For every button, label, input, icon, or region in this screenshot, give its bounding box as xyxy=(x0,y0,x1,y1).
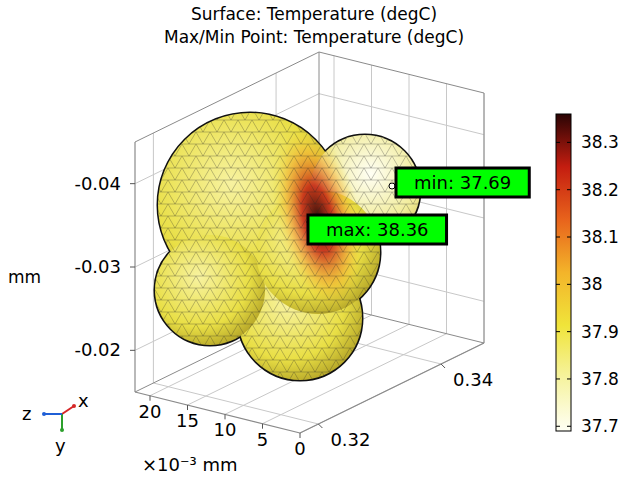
axis-title: mm xyxy=(8,267,41,287)
triad-arrow xyxy=(61,414,63,430)
surface xyxy=(140,100,440,400)
tick xyxy=(556,426,560,427)
tick xyxy=(567,331,571,332)
tick xyxy=(567,189,571,190)
title: Surface: Temperature (degC) xyxy=(191,4,437,24)
triad-arrow-head xyxy=(72,404,76,408)
colorbar-tick-label: 37.8 xyxy=(581,369,619,389)
tick-label: 0 xyxy=(294,438,305,459)
extreme-point xyxy=(389,183,395,189)
tick xyxy=(567,237,571,238)
colorbar-tick-label: 38 xyxy=(581,274,603,294)
triad-label: x xyxy=(78,390,89,411)
colorbar-tick-label: 38.1 xyxy=(581,227,619,247)
triad-label: z xyxy=(22,403,31,424)
annotation-label: max: 38.36 xyxy=(326,219,429,240)
tick xyxy=(130,267,135,268)
colorbar-tick-label: 38.3 xyxy=(581,132,619,152)
axes-triad: x y z xyxy=(22,390,89,456)
annotation-box xyxy=(396,168,529,197)
chart: Surface: Temperature (degC) Max/Min Point… xyxy=(0,0,628,478)
annotations: min: 37.69 max: 38.36 xyxy=(307,168,529,244)
tick xyxy=(556,142,560,143)
tick-label: 5 xyxy=(257,429,268,450)
colorbar-tick-label: 37.7 xyxy=(581,416,619,436)
tick xyxy=(567,142,571,143)
axes-box xyxy=(130,52,484,438)
tick-label: 15 xyxy=(176,410,199,431)
grid-line xyxy=(484,93,485,343)
tick-label: 20 xyxy=(139,401,162,422)
tick xyxy=(567,284,571,285)
triad-arrow xyxy=(62,406,74,414)
grid-line xyxy=(319,94,484,135)
tick xyxy=(318,424,322,428)
tick-label: -0.03 xyxy=(74,256,121,277)
tick-label: 10 xyxy=(214,419,237,440)
colorbar: 37.7 37.8 37.9 38 38.1 38.2 38.3 xyxy=(556,114,619,436)
tick-label: 0.32 xyxy=(330,429,370,450)
triad-label: y xyxy=(55,435,66,456)
grid-line xyxy=(446,84,447,334)
annotation-label: min: 37.69 xyxy=(414,172,511,193)
surface-mesh xyxy=(140,100,440,400)
tick-label: -0.02 xyxy=(74,339,121,360)
annotation-box xyxy=(308,215,447,244)
triad-arrow xyxy=(44,413,62,415)
triad-arrow-head xyxy=(42,412,46,416)
tick xyxy=(567,426,571,427)
tick xyxy=(556,378,560,379)
triad-arrow-head xyxy=(60,428,64,432)
tick xyxy=(567,378,571,379)
colorbar-tick-label: 37.9 xyxy=(581,322,619,342)
colorbar-tick-label: 38.2 xyxy=(581,180,619,200)
box-edge xyxy=(319,52,484,93)
tick xyxy=(441,364,445,368)
tick-label: -0.04 xyxy=(74,173,121,194)
box-edge xyxy=(484,93,485,343)
tick xyxy=(130,183,135,184)
tick xyxy=(556,331,560,332)
tick-label: 0.34 xyxy=(453,369,493,390)
tick xyxy=(130,350,135,351)
tick xyxy=(556,237,560,238)
subtitle: Max/Min Point: Temperature (degC) xyxy=(164,27,464,47)
tick xyxy=(556,189,560,190)
axis-title: ×10⁻³ mm xyxy=(142,454,238,475)
tick xyxy=(556,284,560,285)
colorbar-gradient xyxy=(556,114,571,431)
